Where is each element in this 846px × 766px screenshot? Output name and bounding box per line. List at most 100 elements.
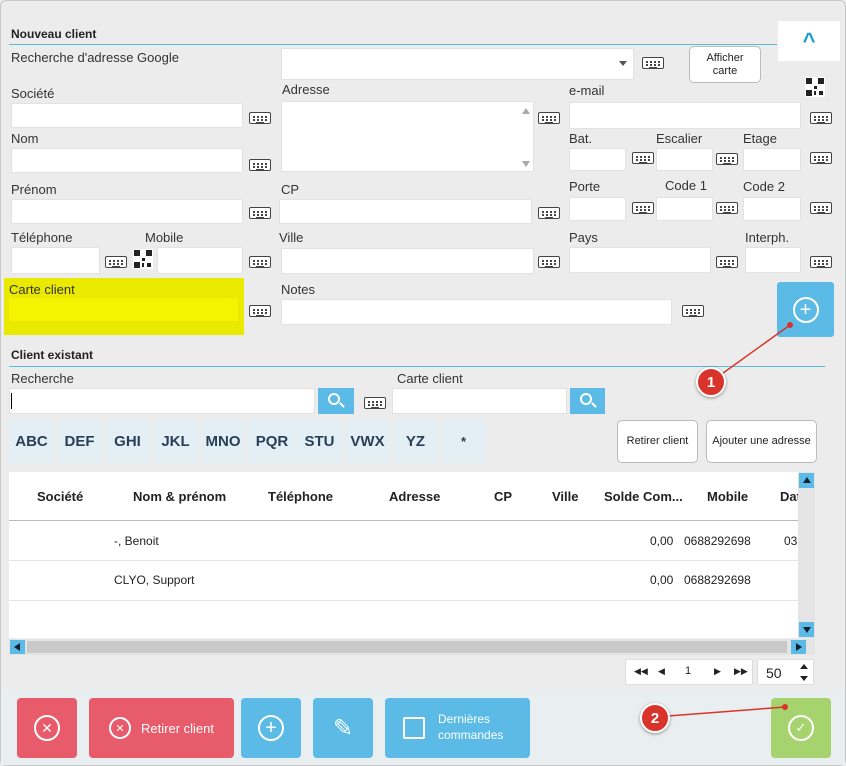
- staircase-input[interactable]: [656, 148, 713, 171]
- scroll-up-button[interactable]: [799, 473, 814, 488]
- column-header-company[interactable]: Société: [37, 489, 84, 504]
- keyboard-icon[interactable]: [716, 153, 738, 165]
- email-input[interactable]: [569, 102, 801, 129]
- intercom-input[interactable]: [745, 247, 801, 273]
- first-name-input[interactable]: [11, 199, 243, 224]
- keyboard-icon[interactable]: [105, 256, 127, 268]
- country-input[interactable]: [569, 247, 711, 273]
- keyboard-icon[interactable]: [538, 112, 560, 124]
- footer-remove-client-button[interactable]: ✕ Retirer client: [89, 698, 234, 758]
- column-header-phone[interactable]: Téléphone: [268, 489, 334, 504]
- keyboard-icon[interactable]: [364, 397, 386, 409]
- keyboard-icon[interactable]: [810, 112, 832, 124]
- address-textarea[interactable]: [281, 101, 534, 172]
- vertical-scrollbar[interactable]: [798, 472, 815, 638]
- last-name-label: Nom: [11, 131, 39, 146]
- first-page-icon[interactable]: ◀◀: [634, 666, 648, 676]
- alpha-filter-mno[interactable]: MNO: [201, 419, 245, 463]
- code2-input[interactable]: [743, 197, 801, 221]
- city-input[interactable]: [281, 248, 534, 274]
- keyboard-icon[interactable]: [632, 202, 654, 214]
- intercom-label: Interph.: [745, 230, 790, 245]
- code1-input[interactable]: [656, 197, 713, 221]
- keyboard-icon[interactable]: [682, 305, 704, 317]
- keyboard-icon[interactable]: [538, 256, 560, 268]
- next-page-icon[interactable]: ▶: [714, 666, 721, 676]
- card-search-button[interactable]: [570, 388, 605, 414]
- keyboard-icon[interactable]: [810, 256, 832, 268]
- horizontal-scrollbar[interactable]: [9, 639, 815, 655]
- table-row[interactable]: CLYO, Support 0,00 0688292698: [9, 561, 798, 601]
- keyboard-icon[interactable]: [538, 207, 560, 219]
- cell-balance: 0,00: [650, 573, 674, 587]
- search-button[interactable]: [318, 388, 354, 414]
- keyboard-icon[interactable]: [810, 152, 832, 164]
- alpha-filter-yz[interactable]: YZ: [393, 419, 438, 463]
- keyboard-icon[interactable]: [716, 202, 738, 214]
- scroll-down-icon[interactable]: [522, 161, 530, 167]
- alpha-filter-abc[interactable]: ABC: [9, 419, 54, 463]
- column-header-mobile[interactable]: Mobile: [707, 489, 749, 504]
- alpha-filter-pqr[interactable]: PQR: [248, 419, 296, 463]
- last-name-input[interactable]: [11, 148, 243, 173]
- building-input[interactable]: [569, 148, 626, 171]
- separator: [9, 366, 825, 367]
- scroll-left-button[interactable]: [10, 640, 25, 654]
- cancel-button[interactable]: ✕: [17, 698, 77, 758]
- client-card-input[interactable]: [9, 298, 238, 321]
- collapse-button[interactable]: ^: [778, 21, 840, 61]
- previous-page-icon[interactable]: ◀: [658, 666, 665, 676]
- scroll-right-button[interactable]: [791, 640, 806, 654]
- card-search-input[interactable]: [392, 388, 567, 414]
- company-input[interactable]: [11, 103, 243, 128]
- keyboard-icon[interactable]: [249, 207, 271, 219]
- per-page-stepper[interactable]: 50: [757, 659, 814, 685]
- phone-input[interactable]: [11, 247, 100, 274]
- add-address-button[interactable]: Ajouter une adresse: [706, 420, 817, 463]
- scroll-up-icon[interactable]: [522, 108, 530, 114]
- qr-code-icon[interactable]: [133, 249, 153, 269]
- footer-add-button[interactable]: +: [241, 698, 301, 758]
- keyboard-icon[interactable]: [632, 152, 654, 164]
- last-orders-button[interactable]: Dernières commandes: [385, 698, 530, 758]
- qr-code-icon[interactable]: [805, 77, 825, 97]
- keyboard-icon[interactable]: [249, 256, 271, 268]
- decrement-icon[interactable]: [800, 676, 808, 681]
- google-address-select[interactable]: [281, 48, 634, 80]
- increment-icon[interactable]: [800, 664, 808, 669]
- remove-client-button[interactable]: Retirer client: [617, 420, 698, 463]
- alpha-filter-stu[interactable]: STU: [297, 419, 342, 463]
- door-input[interactable]: [569, 197, 626, 221]
- column-header-postal-code[interactable]: CP: [494, 489, 513, 504]
- search-input[interactable]: [9, 388, 315, 414]
- column-header-name[interactable]: Nom & prénom: [133, 489, 227, 504]
- alpha-filter-all[interactable]: *: [441, 419, 486, 463]
- cell-name: CLYO, Support: [114, 573, 195, 587]
- alpha-filter-jkl[interactable]: JKL: [153, 419, 198, 463]
- keyboard-icon[interactable]: [249, 305, 271, 317]
- scroll-down-button[interactable]: [799, 622, 814, 637]
- keyboard-icon[interactable]: [642, 57, 664, 69]
- keyboard-icon[interactable]: [810, 202, 832, 214]
- country-label: Pays: [569, 230, 598, 245]
- arrow-left-icon: [14, 643, 20, 651]
- alpha-filter-def[interactable]: DEF: [57, 419, 102, 463]
- column-header-address[interactable]: Adresse: [389, 489, 441, 504]
- show-map-button[interactable]: Afficher carte: [689, 46, 761, 83]
- column-header-city[interactable]: Ville: [552, 489, 579, 504]
- mobile-input[interactable]: [157, 247, 243, 274]
- column-header-date[interactable]: Dat: [780, 489, 798, 504]
- scroll-thumb[interactable]: [27, 641, 787, 653]
- column-header-balance[interactable]: Solde Com...: [604, 489, 683, 504]
- alpha-filter-vwx[interactable]: VWX: [345, 419, 390, 463]
- keyboard-icon[interactable]: [716, 256, 738, 268]
- notes-input[interactable]: [281, 299, 672, 325]
- last-page-icon[interactable]: ▶▶: [734, 666, 748, 676]
- floor-input[interactable]: [743, 148, 801, 171]
- alpha-filter-ghi[interactable]: GHI: [105, 419, 150, 463]
- keyboard-icon[interactable]: [249, 112, 271, 124]
- table-row[interactable]: -, Benoit 0,00 0688292698 03: [9, 521, 798, 561]
- postal-code-input[interactable]: [279, 199, 532, 224]
- footer-edit-button[interactable]: ✎: [313, 698, 373, 758]
- keyboard-icon[interactable]: [249, 159, 271, 171]
